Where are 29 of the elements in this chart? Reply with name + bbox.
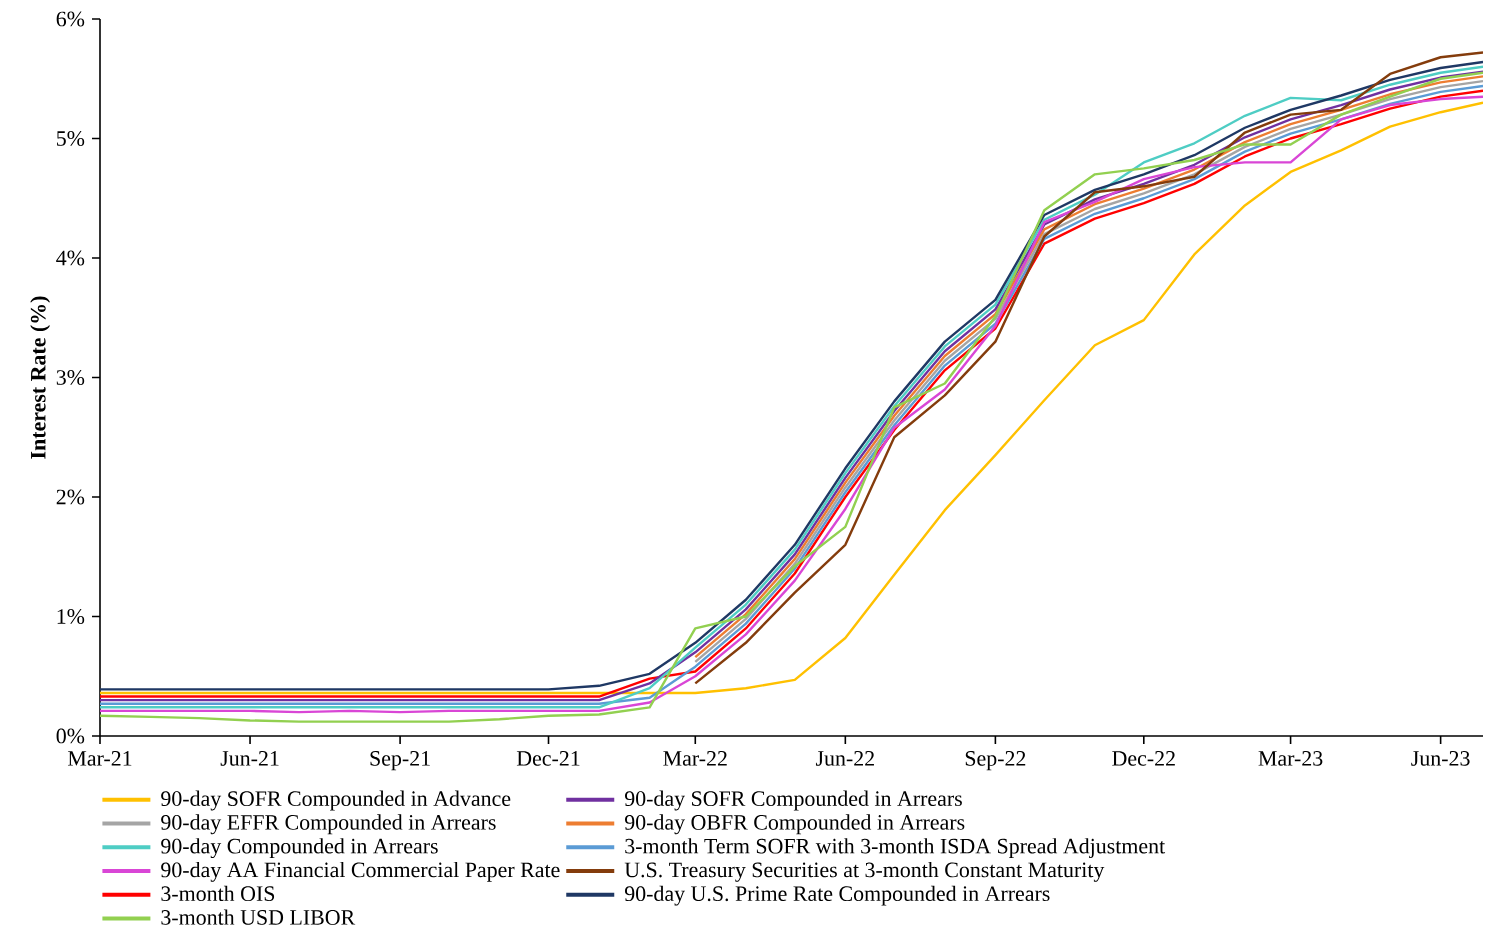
legend-label: 90-day SOFR Compounded in Arrears	[624, 790, 962, 811]
legend-label: 90-day OBFR Compounded in Arrears	[624, 814, 965, 835]
legend-label: 90-day Compounded in Arrears	[161, 838, 438, 859]
legend-label: 3-month USD LIBOR	[161, 909, 356, 925]
y-tick-label: 6%	[56, 11, 85, 27]
x-tick-label: Mar-22	[663, 751, 727, 766]
x-tick-label: Sep-22	[965, 751, 1026, 771]
x-tick-label: Dec-22	[1112, 751, 1175, 766]
x-tick-label: Jun-21	[220, 751, 279, 766]
y-tick-label: 2%	[56, 489, 85, 505]
x-tick-label: Mar-23	[1258, 751, 1323, 766]
legend-label: 90-day EFFR Compounded in Arrears	[161, 814, 496, 835]
x-tick-label: Mar-21	[67, 751, 132, 766]
y-tick-label: 5%	[57, 131, 85, 146]
legend-label: 3-month OIS	[161, 885, 275, 902]
x-tick-label: Jun-22	[815, 751, 874, 766]
y-tick-label: 0%	[56, 728, 85, 744]
legend-label: 90-day U.S. Prime Rate Compounded in Arrears	[624, 885, 1050, 906]
x-tick-label: Dec-21	[516, 751, 580, 766]
legend-label: 90-day AA Financial Commercial Paper Rate	[161, 861, 560, 882]
y-axis-title: Interest Rate (%)	[30, 296, 51, 459]
legend-label: 90-day SOFR Compounded in Advance	[161, 790, 511, 811]
x-tick-label: Sep-21	[370, 751, 430, 771]
legend-label: U.S. Treasury Securities at 3-month Constant Maturity	[624, 861, 1105, 882]
y-tick-label: 3%	[56, 370, 85, 385]
x-tick-label: Jun-23	[1411, 751, 1470, 766]
y-tick-label: 1%	[57, 609, 85, 624]
legend-label: 3-month Term SOFR with 3-month ISDA Spread Adjustment	[625, 838, 1166, 858]
y-tick-label: 4%	[56, 250, 85, 266]
